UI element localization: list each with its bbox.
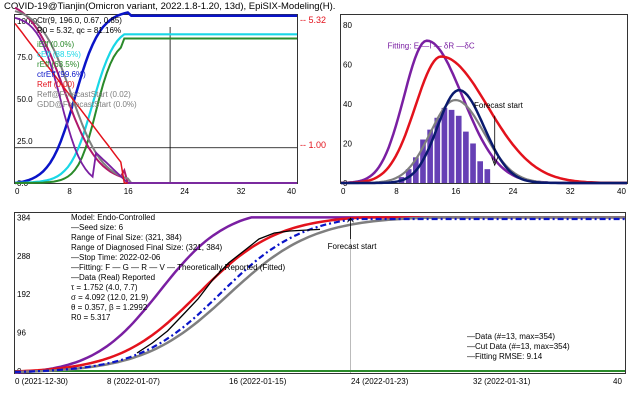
legend-item: Reff (0.00) — [37, 80, 75, 89]
model-line: Range of Final Size: (321, 384) — [71, 233, 182, 242]
r-one-marker: -- 1.00 — [300, 140, 327, 150]
y-tick-label: 192 — [17, 290, 31, 299]
params-line-2: R0 = 5.32, qc = 81.16% — [37, 26, 121, 35]
x-tick-label: 40 — [287, 187, 296, 196]
y-tick-label: 50.0 — [17, 95, 33, 104]
case-bar — [484, 169, 491, 183]
x-tick-label: 40 — [617, 187, 626, 196]
legend-item: Reff@ForecastStart (0.02) — [37, 90, 131, 99]
y-tick-label: 20 — [343, 139, 352, 148]
model-line: τ = 1.752 (4.0, 7.7) — [71, 283, 138, 292]
x-tick-label: 16 (2022-01-15) — [229, 377, 287, 386]
model-line: Range of Diagnosed Final Size: (321, 384… — [71, 243, 223, 252]
x-tick-label: 16 — [451, 187, 460, 196]
x-tick-label: 24 — [180, 187, 189, 196]
fit-e-curve — [340, 39, 627, 185]
x-tick-label: 8 — [394, 187, 399, 196]
x-tick-label: 8 (2022-01-07) — [107, 377, 160, 386]
r0-marker: -- 5.32 — [300, 15, 327, 25]
x-tick-label: 0 — [15, 187, 20, 196]
case-bar — [470, 143, 476, 183]
case-bar — [463, 131, 469, 183]
case-bar — [434, 117, 441, 183]
x-tick-label: 16 — [124, 187, 133, 196]
legend-item: iEff (0.0%) — [37, 40, 75, 49]
x-tick-label: 0 — [341, 187, 346, 196]
forecast-label: Forecast start — [328, 242, 378, 251]
model-line: —Seed size: 6 — [71, 223, 124, 232]
ctreff-curve — [14, 11, 297, 185]
case-bar — [427, 129, 433, 183]
forecast-arrowhead — [491, 157, 499, 167]
x-tick-label: 8 — [67, 187, 72, 196]
x-tick-label: 32 — [237, 187, 246, 196]
case-bar — [477, 161, 483, 183]
bottom-legend-item: —Data (#=13, max=354) — [467, 332, 555, 341]
model-line: —Data (Real) Reported — [71, 273, 155, 282]
params-line-1: Ctr(9, 196.0, 0.67, 0.85) — [37, 16, 122, 25]
daily-cases-panel: 80 60 40 20 0 0 8 16 24 32 40 Forecast start Fitting… — [340, 14, 628, 196]
x-tick-label: 32 (2022-01-31) — [473, 377, 531, 386]
y-tick-label: 75.0 — [17, 53, 33, 62]
y-tick-label: 25.0 — [17, 137, 33, 146]
y-tick-label: 40 — [343, 100, 352, 109]
data-curve — [136, 228, 321, 354]
bottom-legend-item: —Cut Data (#=13, max=354) — [467, 342, 570, 351]
y-tick-label: 60 — [343, 60, 352, 69]
window-title: COVID-19@Tianjin(Omicron variant, 2022.1… — [4, 1, 336, 12]
fitting-legend: Fitting: E —I — δR —δC — [387, 42, 474, 51]
case-bar — [441, 107, 448, 183]
model-line: θ = 0.357, β = 1.2992 — [71, 303, 148, 312]
x-tick-label: 24 — [509, 187, 518, 196]
y-tick-label: 80 — [343, 21, 352, 30]
x-tick-label: 0 (2021-12-30) — [15, 377, 68, 386]
theoretical-curve — [14, 217, 625, 373]
model-line: σ = 4.092 (12.0, 21.9) — [71, 293, 149, 302]
y-tick-label: 96 — [17, 329, 26, 338]
case-bar — [455, 115, 462, 183]
x-tick-label: 40 — [613, 377, 622, 386]
legend-item: cEff (88.5%) — [37, 50, 81, 59]
y-tick-label: 384 — [17, 213, 31, 222]
reff-green-curve — [15, 37, 297, 184]
y-tick-label: 100.0 — [17, 17, 38, 26]
forecast-label: Forecast start — [474, 101, 524, 110]
legend-item: ctrEff (99.6%) — [37, 70, 86, 79]
model-line: R0 = 5.317 — [71, 313, 111, 322]
model-line: Model: Endo-Controlled — [71, 213, 155, 222]
model-line: —Stop Time: 2022-02-06 — [71, 253, 161, 262]
case-bar — [448, 109, 455, 183]
x-tick-label: 24 (2022-01-23) — [351, 377, 409, 386]
reff-forecast-curve — [14, 22, 128, 184]
cumulative-cases-panel: 384 288 192 96 0 0 (2021-12-30) 8 (2022-01-07)… — [14, 212, 626, 386]
y-tick-label: 288 — [17, 252, 31, 261]
ieff-curve — [14, 17, 297, 184]
bottom-legend-item: —Fitting RMSE: 9.14 — [467, 352, 543, 361]
fit-c-curve — [341, 88, 627, 185]
ceff-curve — [15, 33, 297, 184]
legend-item: rEff (63.5%) — [37, 60, 80, 69]
control-effectiveness-panel: 100.0 75.0 50.0 25.0 0.0 0 8 16 24 32 40 Ctr(9, 196… — [14, 6, 298, 196]
legend-item: GDD@ForecastStart (0.0%) — [37, 100, 137, 109]
model-line: —Fitting: F — G — R — V — Theoretically … — [71, 263, 285, 272]
fit-i-curve — [341, 55, 628, 185]
x-tick-label: 32 — [566, 187, 575, 196]
forecast-arrowhead — [347, 217, 354, 223]
